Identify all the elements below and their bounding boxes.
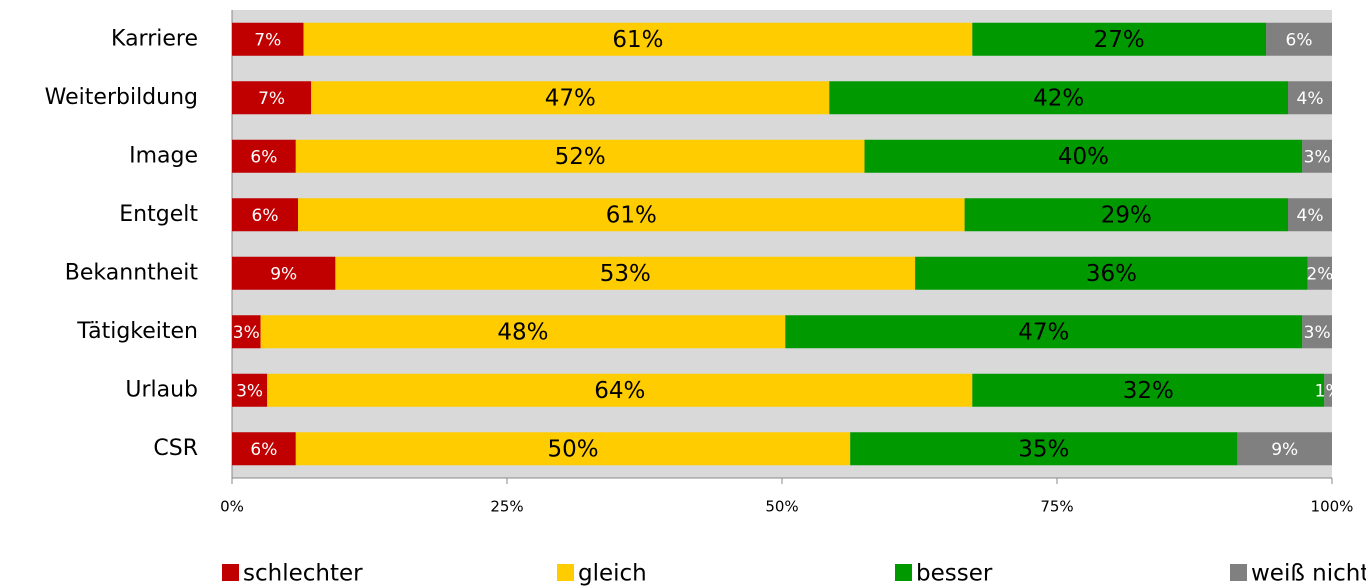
- bar-segment: [295, 139, 865, 173]
- data-label: 7%: [254, 30, 281, 50]
- bar-segment: [972, 22, 1266, 56]
- data-label: 3%: [1304, 323, 1331, 343]
- bar-segment: [232, 81, 312, 115]
- data-label: 9%: [270, 264, 297, 284]
- data-label: 9%: [1271, 440, 1298, 460]
- x-tick-label: 100%: [1311, 498, 1354, 516]
- bar-segment: [1266, 22, 1332, 56]
- bar-segment: [260, 315, 786, 349]
- legend-swatch: [1230, 564, 1247, 581]
- data-label: 50%: [547, 436, 598, 462]
- x-tick-label: 50%: [765, 498, 798, 516]
- legend-swatch: [895, 564, 912, 581]
- bar-segment: [295, 432, 851, 466]
- bar-segment: [232, 198, 298, 232]
- data-label: 6%: [1286, 30, 1313, 50]
- data-label: 36%: [1086, 261, 1137, 287]
- bar-segment: [232, 373, 268, 407]
- y-tick-label: Bekanntheit: [65, 260, 199, 285]
- bar-segment: [1288, 81, 1332, 115]
- data-label: 27%: [1094, 27, 1145, 53]
- bar-segment: [1307, 256, 1332, 290]
- data-label: 3%: [233, 323, 260, 343]
- bar-segment: [1302, 315, 1332, 349]
- bar-segment: [972, 373, 1325, 407]
- y-tick-label: Tätigkeiten: [76, 319, 198, 344]
- legend-swatch: [557, 564, 574, 581]
- data-label: 61%: [606, 202, 657, 228]
- data-label: 1%: [1315, 381, 1342, 401]
- bar-segment: [1288, 198, 1332, 232]
- bar-segment: [232, 256, 336, 290]
- data-label: 35%: [1018, 436, 1069, 462]
- bar-segment: [232, 22, 304, 56]
- data-label: 47%: [545, 85, 596, 111]
- data-label: 4%: [1297, 89, 1324, 109]
- data-label: 40%: [1058, 144, 1109, 170]
- bar-segment: [1302, 139, 1332, 173]
- data-label: 7%: [258, 89, 285, 109]
- x-tick-label: 75%: [1040, 498, 1073, 516]
- data-label: 42%: [1033, 85, 1084, 111]
- x-tick-label: 25%: [490, 498, 523, 516]
- bar-segment: [232, 432, 296, 466]
- data-label: 61%: [612, 27, 663, 53]
- data-label: 6%: [252, 206, 279, 226]
- bar-segment: [232, 315, 261, 349]
- data-label: 6%: [250, 147, 277, 167]
- y-tick-label: Urlaub: [125, 377, 198, 402]
- y-tick-label: Weiterbildung: [45, 85, 198, 110]
- bar-segment: [915, 256, 1308, 290]
- y-tick-label: CSR: [153, 436, 198, 461]
- data-label: 4%: [1297, 206, 1324, 226]
- y-tick-label: Karriere: [111, 26, 198, 51]
- bar-segment: [785, 315, 1303, 349]
- legend-label: schlechter: [243, 561, 363, 587]
- bar-segment: [267, 373, 973, 407]
- legend-label: weiß nicht: [1251, 561, 1366, 587]
- bar-segment: [298, 198, 965, 232]
- data-label: 52%: [555, 144, 606, 170]
- data-label: 32%: [1123, 378, 1174, 404]
- data-label: 6%: [250, 440, 277, 460]
- bar-segment: [829, 81, 1288, 115]
- bar-segment: [1237, 432, 1332, 466]
- bar-segment: [232, 139, 296, 173]
- data-label: 29%: [1101, 202, 1152, 228]
- legend-label: gleich: [578, 561, 647, 587]
- legend-label: besser: [916, 561, 993, 587]
- y-tick-label: Entgelt: [119, 202, 198, 227]
- bar-segment: [303, 22, 973, 56]
- data-label: 3%: [236, 381, 263, 401]
- legend-swatch: [222, 564, 239, 581]
- data-label: 48%: [497, 319, 548, 345]
- data-label: 53%: [600, 261, 651, 287]
- x-tick-label: 0%: [220, 498, 244, 516]
- y-tick-label: Image: [129, 143, 198, 168]
- bar-segment: [311, 81, 830, 115]
- bar-segment: [850, 432, 1238, 466]
- data-label: 47%: [1018, 319, 1069, 345]
- data-label: 64%: [594, 378, 645, 404]
- plot-area: [232, 10, 1332, 478]
- bar-segment: [335, 256, 916, 290]
- bar-segment: [864, 139, 1303, 173]
- data-label: 3%: [1304, 147, 1331, 167]
- bar-segment: [1324, 373, 1332, 407]
- bar-segment: [964, 198, 1288, 232]
- data-label: 2%: [1306, 264, 1333, 284]
